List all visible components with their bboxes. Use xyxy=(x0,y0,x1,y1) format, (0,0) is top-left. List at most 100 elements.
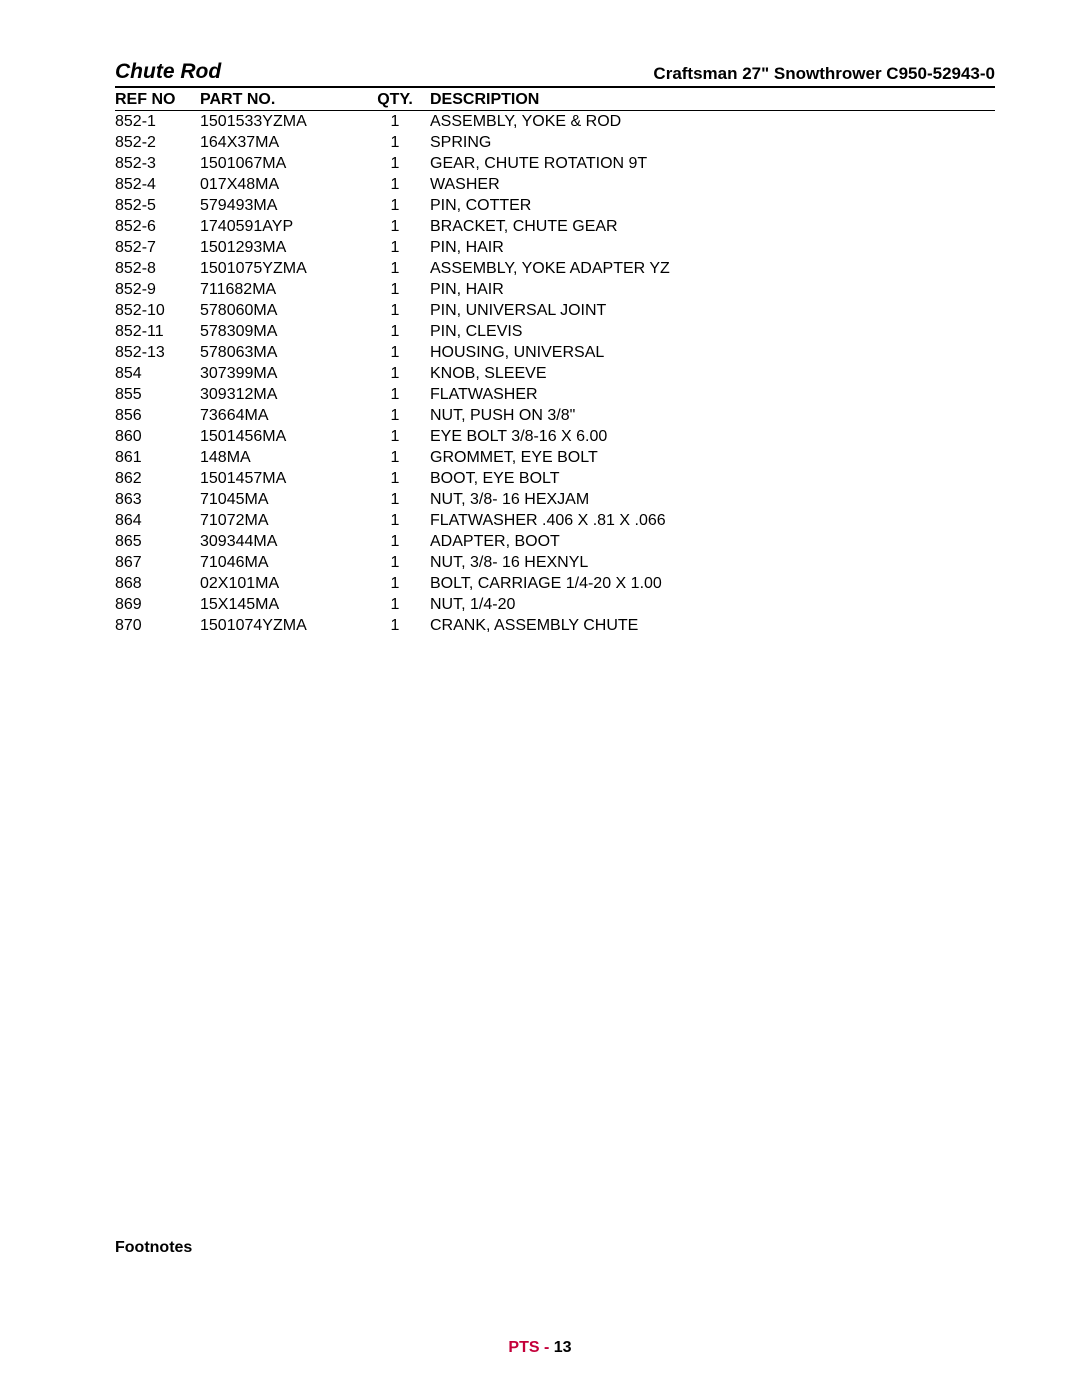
cell-ref-no: 854 xyxy=(115,363,200,384)
cell-part-no: 164X37MA xyxy=(200,132,360,153)
cell-ref-no: 855 xyxy=(115,384,200,405)
cell-description: HOUSING, UNIVERSAL xyxy=(430,342,995,363)
table-body: 852-11501533YZMA1ASSEMBLY, YOKE & ROD852… xyxy=(115,111,995,637)
col-header-ref-no: REF NO xyxy=(115,88,200,111)
cell-qty: 1 xyxy=(360,531,430,552)
cell-part-no: 578063MA xyxy=(200,342,360,363)
cell-part-no: 02X101MA xyxy=(200,573,360,594)
cell-part-no: 73664MA xyxy=(200,405,360,426)
cell-part-no: 148MA xyxy=(200,447,360,468)
cell-part-no: 309312MA xyxy=(200,384,360,405)
cell-qty: 1 xyxy=(360,573,430,594)
cell-part-no: 71046MA xyxy=(200,552,360,573)
cell-qty: 1 xyxy=(360,195,430,216)
cell-ref-no: 870 xyxy=(115,615,200,636)
cell-qty: 1 xyxy=(360,594,430,615)
cell-ref-no: 852-11 xyxy=(115,321,200,342)
table-row: 86771046MA1NUT, 3/8- 16 HEXNYL xyxy=(115,552,995,573)
cell-description: PIN, HAIR xyxy=(430,279,995,300)
cell-part-no: 1501456MA xyxy=(200,426,360,447)
cell-part-no: 1740591AYP xyxy=(200,216,360,237)
cell-qty: 1 xyxy=(360,447,430,468)
cell-part-no: 1501075YZMA xyxy=(200,258,360,279)
cell-ref-no: 860 xyxy=(115,426,200,447)
table-row: 852-13578063MA1HOUSING, UNIVERSAL xyxy=(115,342,995,363)
cell-ref-no: 852-8 xyxy=(115,258,200,279)
cell-description: KNOB, SLEEVE xyxy=(430,363,995,384)
cell-qty: 1 xyxy=(360,468,430,489)
table-row: 855309312MA1FLATWASHER xyxy=(115,384,995,405)
cell-ref-no: 852-9 xyxy=(115,279,200,300)
cell-description: PIN, COTTER xyxy=(430,195,995,216)
cell-description: ADAPTER, BOOT xyxy=(430,531,995,552)
table-row: 852-81501075YZMA1ASSEMBLY, YOKE ADAPTER … xyxy=(115,258,995,279)
cell-part-no: 309344MA xyxy=(200,531,360,552)
footnotes-heading: Footnotes xyxy=(115,1239,995,1257)
table-row: 86371045MA1NUT, 3/8- 16 HEXJAM xyxy=(115,489,995,510)
cell-qty: 1 xyxy=(360,321,430,342)
cell-description: BRACKET, CHUTE GEAR xyxy=(430,216,995,237)
cell-description: EYE BOLT 3/8-16 X 6.00 xyxy=(430,426,995,447)
cell-ref-no: 852-7 xyxy=(115,237,200,258)
cell-ref-no: 865 xyxy=(115,531,200,552)
cell-qty: 1 xyxy=(360,111,430,133)
cell-part-no: 307399MA xyxy=(200,363,360,384)
table-row: 854307399MA1KNOB, SLEEVE xyxy=(115,363,995,384)
cell-part-no: 017X48MA xyxy=(200,174,360,195)
table-row: 8601501456MA1EYE BOLT 3/8-16 X 6.00 xyxy=(115,426,995,447)
cell-description: NUT, 1/4-20 xyxy=(430,594,995,615)
cell-ref-no: 869 xyxy=(115,594,200,615)
cell-description: PIN, CLEVIS xyxy=(430,321,995,342)
table-row: 86915X145MA1NUT, 1/4-20 xyxy=(115,594,995,615)
cell-description: ASSEMBLY, YOKE & ROD xyxy=(430,111,995,133)
cell-ref-no: 852-4 xyxy=(115,174,200,195)
cell-qty: 1 xyxy=(360,489,430,510)
cell-part-no: 578060MA xyxy=(200,300,360,321)
cell-description: GROMMET, EYE BOLT xyxy=(430,447,995,468)
cell-ref-no: 861 xyxy=(115,447,200,468)
cell-ref-no: 852-13 xyxy=(115,342,200,363)
cell-ref-no: 867 xyxy=(115,552,200,573)
cell-part-no: 1501457MA xyxy=(200,468,360,489)
header-row: Chute Rod Craftsman 27" Snowthrower C950… xyxy=(115,60,995,88)
cell-part-no: 71045MA xyxy=(200,489,360,510)
cell-qty: 1 xyxy=(360,405,430,426)
cell-description: CRANK, ASSEMBLY CHUTE xyxy=(430,615,995,636)
cell-part-no: 1501067MA xyxy=(200,153,360,174)
cell-ref-no: 862 xyxy=(115,468,200,489)
table-row: 852-11578309MA1PIN, CLEVIS xyxy=(115,321,995,342)
cell-description: NUT, 3/8- 16 HEXJAM xyxy=(430,489,995,510)
table-row: 852-71501293MA1PIN, HAIR xyxy=(115,237,995,258)
cell-description: ASSEMBLY, YOKE ADAPTER YZ xyxy=(430,258,995,279)
cell-part-no: 711682MA xyxy=(200,279,360,300)
cell-ref-no: 864 xyxy=(115,510,200,531)
table-row: 852-4017X48MA1WASHER xyxy=(115,174,995,195)
cell-description: BOOT, EYE BOLT xyxy=(430,468,995,489)
cell-qty: 1 xyxy=(360,615,430,636)
table-row: 852-2164X37MA1SPRING xyxy=(115,132,995,153)
cell-part-no: 1501074YZMA xyxy=(200,615,360,636)
table-row: 8621501457MA1BOOT, EYE BOLT xyxy=(115,468,995,489)
col-header-part-no: PART NO. xyxy=(200,88,360,111)
table-row: 852-10578060MA1PIN, UNIVERSAL JOINT xyxy=(115,300,995,321)
table-row: 865309344MA1ADAPTER, BOOT xyxy=(115,531,995,552)
cell-ref-no: 852-10 xyxy=(115,300,200,321)
page-footer: PTS - 13 xyxy=(0,1339,1080,1357)
cell-qty: 1 xyxy=(360,384,430,405)
cell-ref-no: 852-1 xyxy=(115,111,200,133)
cell-part-no: 579493MA xyxy=(200,195,360,216)
page: Chute Rod Craftsman 27" Snowthrower C950… xyxy=(0,0,1080,1397)
cell-qty: 1 xyxy=(360,363,430,384)
cell-qty: 1 xyxy=(360,132,430,153)
table-row: 852-31501067MA1GEAR, CHUTE ROTATION 9T xyxy=(115,153,995,174)
table-row: 852-11501533YZMA1ASSEMBLY, YOKE & ROD xyxy=(115,111,995,133)
table-row: 85673664MA1NUT, PUSH ON 3/8" xyxy=(115,405,995,426)
table-row: 852-9711682MA1PIN, HAIR xyxy=(115,279,995,300)
cell-qty: 1 xyxy=(360,279,430,300)
cell-description: PIN, UNIVERSAL JOINT xyxy=(430,300,995,321)
parts-table: REF NO PART NO. QTY. DESCRIPTION 852-115… xyxy=(115,88,995,636)
table-row: 8701501074YZMA1CRANK, ASSEMBLY CHUTE xyxy=(115,615,995,636)
cell-qty: 1 xyxy=(360,237,430,258)
cell-description: FLATWASHER xyxy=(430,384,995,405)
product-name: Craftsman 27" Snowthrower C950-52943-0 xyxy=(653,64,995,84)
